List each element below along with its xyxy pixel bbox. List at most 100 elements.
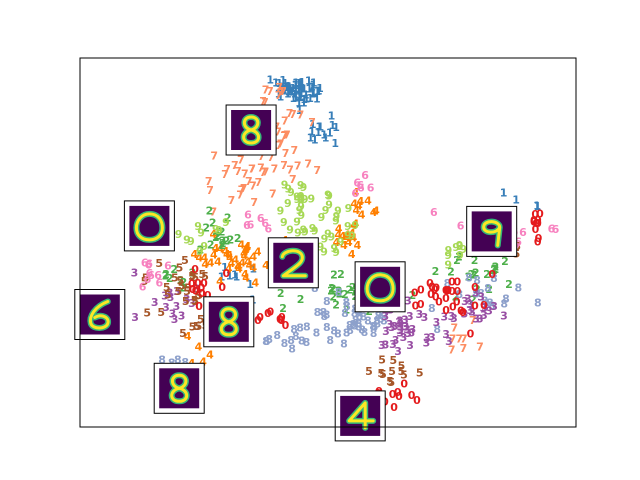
point-digit-1: 1 [302, 88, 310, 101]
point-digit-8: 8 [323, 321, 331, 334]
point-digit-4: 4 [364, 195, 372, 208]
point-digit-5: 5 [155, 257, 163, 270]
point-digit-8: 8 [465, 271, 473, 284]
point-digit-5: 5 [400, 369, 408, 382]
point-digit-5: 5 [201, 270, 209, 283]
point-digit-1: 1 [291, 78, 299, 91]
point-digit-7: 7 [281, 129, 289, 142]
point-digit-9: 9 [307, 192, 315, 205]
point-digit-6: 6 [457, 219, 465, 232]
point-digit-1: 1 [316, 120, 324, 133]
point-digit-1: 1 [279, 83, 287, 96]
point-digit-5: 5 [178, 279, 186, 292]
point-digit-0: 0 [195, 300, 203, 313]
point-digit-2: 2 [218, 225, 226, 238]
point-digit-8: 8 [374, 309, 382, 322]
thumbnail-digit-highlight [170, 373, 189, 403]
point-digit-3: 3 [386, 318, 394, 331]
point-digit-7: 7 [275, 139, 283, 152]
point-digit-0: 0 [530, 214, 538, 227]
point-digit-1: 1 [309, 79, 317, 92]
point-digit-7: 7 [304, 157, 312, 170]
point-digit-1: 1 [289, 82, 297, 95]
point-digit-4: 4 [372, 205, 380, 218]
point-digit-0: 0 [264, 307, 272, 320]
point-digit-0: 0 [432, 282, 440, 295]
point-digit-0: 0 [488, 268, 496, 281]
point-digit-0: 0 [534, 217, 542, 230]
point-digit-5: 5 [177, 275, 185, 288]
point-digit-3: 3 [490, 300, 498, 313]
point-digit-9: 9 [444, 259, 452, 272]
point-digit-1: 1 [275, 77, 283, 90]
point-digit-1: 1 [297, 87, 305, 100]
point-digit-8: 8 [351, 307, 359, 320]
point-digit-0: 0 [480, 299, 488, 312]
point-digit-7: 7 [205, 175, 213, 188]
point-digit-4: 4 [243, 242, 251, 255]
point-digit-7: 7 [297, 109, 305, 122]
point-digit-2: 2 [505, 278, 513, 291]
point-digit-9: 9 [298, 193, 306, 206]
point-digit-4: 4 [242, 271, 250, 284]
point-digit-8: 8 [303, 320, 311, 333]
point-digit-1: 1 [534, 200, 542, 213]
point-digit-9: 9 [277, 204, 285, 217]
point-digit-7: 7 [223, 163, 231, 176]
point-digit-0: 0 [198, 281, 206, 294]
point-digit-5: 5 [378, 353, 386, 366]
digit-thumbnail-0 [354, 261, 406, 313]
point-digit-2: 2 [332, 298, 340, 311]
point-digit-0: 0 [411, 287, 419, 300]
point-digit-0: 0 [444, 284, 452, 297]
point-digit-7: 7 [257, 162, 265, 175]
point-digit-7: 7 [238, 183, 246, 196]
point-digit-3: 3 [423, 332, 431, 345]
point-digit-5: 5 [171, 272, 179, 285]
point-digit-1: 1 [288, 85, 296, 98]
point-digit-1: 1 [277, 83, 285, 96]
point-digit-3: 3 [193, 283, 201, 296]
point-digit-1: 1 [310, 77, 318, 90]
point-digit-4: 4 [246, 259, 254, 272]
point-digit-5: 5 [183, 285, 191, 298]
point-digit-4: 4 [344, 230, 352, 243]
point-digit-1: 1 [306, 92, 314, 105]
point-digit-0: 0 [282, 319, 290, 332]
digit-thumbnail-8 [203, 296, 255, 348]
point-digit-7: 7 [276, 87, 284, 100]
point-digit-4: 4 [235, 263, 243, 276]
point-digit-5: 5 [157, 306, 165, 319]
point-digit-8: 8 [323, 295, 331, 308]
point-digit-9: 9 [297, 179, 305, 192]
point-digit-7: 7 [231, 159, 239, 172]
point-digit-1: 1 [292, 79, 300, 92]
point-digit-3: 3 [131, 266, 139, 279]
point-digit-3: 3 [450, 312, 458, 325]
point-digit-4: 4 [199, 355, 207, 368]
point-digit-6: 6 [139, 281, 147, 294]
point-digit-2: 2 [218, 239, 226, 252]
point-digit-7: 7 [476, 341, 484, 354]
point-digit-5: 5 [182, 295, 190, 308]
point-digit-3: 3 [173, 300, 181, 313]
point-digit-7: 7 [248, 163, 256, 176]
point-digit-9: 9 [345, 202, 353, 215]
point-digit-3: 3 [476, 313, 484, 326]
point-digit-2: 2 [409, 289, 417, 302]
point-digit-0: 0 [471, 281, 479, 294]
point-digit-9: 9 [196, 245, 204, 258]
point-digit-9: 9 [337, 235, 345, 248]
point-digit-9: 9 [280, 216, 288, 229]
point-digit-6: 6 [247, 219, 255, 232]
point-digit-7: 7 [275, 89, 283, 102]
point-digit-0: 0 [192, 285, 200, 298]
point-digit-8: 8 [481, 295, 489, 308]
point-digit-4: 4 [212, 242, 220, 255]
point-digit-1: 1 [231, 268, 239, 281]
point-digit-6: 6 [361, 169, 369, 182]
point-digit-7: 7 [209, 206, 217, 219]
point-digit-7: 7 [280, 159, 288, 172]
point-digit-2: 2 [492, 263, 500, 276]
point-digit-0: 0 [459, 306, 467, 319]
